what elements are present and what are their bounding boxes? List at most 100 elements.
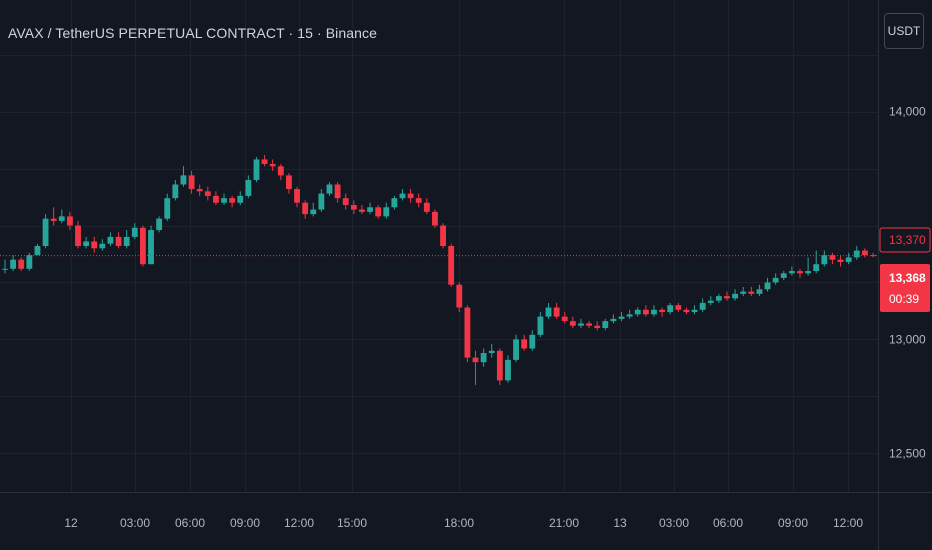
candle bbox=[496, 348, 503, 385]
candle-body bbox=[845, 257, 852, 262]
candle-body bbox=[488, 350, 495, 354]
candle-body bbox=[634, 309, 641, 315]
price-tick-label: 12,500 bbox=[889, 446, 926, 460]
candle bbox=[294, 186, 300, 208]
candle-body bbox=[772, 277, 779, 283]
candle bbox=[853, 246, 860, 260]
candle bbox=[318, 189, 325, 212]
time-tick-label: 06:00 bbox=[713, 516, 743, 530]
candle-body bbox=[318, 193, 325, 210]
time-tick-label: 18:00 bbox=[444, 516, 474, 530]
candle bbox=[407, 189, 414, 203]
candle-body bbox=[602, 321, 609, 328]
candle bbox=[691, 305, 698, 315]
candle bbox=[553, 302, 560, 319]
candle-body bbox=[286, 175, 292, 190]
candle-body bbox=[2, 268, 8, 270]
candle bbox=[66, 211, 73, 231]
time-tick-label: 13 bbox=[613, 516, 627, 530]
candle-body bbox=[156, 218, 163, 231]
candle bbox=[675, 302, 682, 313]
candle-body bbox=[164, 198, 171, 219]
candle bbox=[350, 200, 357, 215]
candle-body bbox=[626, 314, 633, 317]
candle bbox=[797, 268, 803, 278]
candle bbox=[488, 343, 495, 358]
candle bbox=[75, 220, 81, 249]
candle bbox=[50, 207, 57, 226]
candle bbox=[667, 302, 674, 315]
candle bbox=[342, 193, 349, 210]
candle bbox=[513, 334, 519, 363]
candle-body bbox=[764, 282, 771, 290]
candle bbox=[537, 312, 544, 338]
candle bbox=[423, 198, 430, 215]
candle bbox=[229, 195, 236, 208]
candle-body bbox=[310, 209, 317, 215]
candle bbox=[253, 157, 260, 183]
candle-body bbox=[261, 159, 268, 164]
candle-body bbox=[561, 316, 568, 322]
candle bbox=[740, 287, 747, 297]
time-tick-label: 12:00 bbox=[284, 516, 314, 530]
candle-body bbox=[399, 193, 406, 199]
candle-body bbox=[553, 307, 560, 317]
time-tick-label: 09:00 bbox=[778, 516, 808, 530]
candle bbox=[529, 330, 536, 351]
candle bbox=[34, 243, 41, 256]
candle-body bbox=[75, 225, 81, 246]
candle bbox=[578, 318, 584, 328]
candle-body bbox=[805, 271, 812, 274]
candle bbox=[107, 232, 114, 246]
candle-body bbox=[780, 273, 787, 278]
candle-body bbox=[464, 307, 471, 358]
time-tick-label: 06:00 bbox=[175, 516, 205, 530]
candle bbox=[586, 321, 592, 328]
candle bbox=[764, 277, 771, 292]
candle-body bbox=[456, 284, 463, 308]
candle bbox=[188, 170, 195, 194]
candle-body bbox=[659, 309, 666, 313]
candle bbox=[415, 193, 422, 208]
candle-body bbox=[107, 236, 114, 244]
candle bbox=[521, 334, 528, 351]
candle bbox=[261, 154, 268, 167]
candle-body bbox=[667, 305, 674, 313]
candle-body bbox=[496, 350, 503, 381]
candle bbox=[448, 243, 455, 287]
candle-body bbox=[448, 246, 455, 285]
candle-body bbox=[415, 198, 422, 203]
candle-body bbox=[212, 195, 219, 203]
candle bbox=[707, 296, 714, 306]
candle-body bbox=[131, 227, 138, 237]
candle bbox=[391, 195, 398, 210]
candle bbox=[367, 202, 373, 215]
candle bbox=[196, 184, 203, 196]
candle-body bbox=[83, 241, 90, 246]
grid-layer bbox=[0, 0, 878, 492]
candle bbox=[602, 318, 609, 331]
candle bbox=[237, 191, 244, 205]
candle-body bbox=[675, 305, 682, 310]
candle bbox=[618, 312, 625, 322]
candle bbox=[277, 164, 284, 180]
candle-body bbox=[618, 316, 625, 319]
candle-body bbox=[748, 291, 755, 294]
candle-body bbox=[245, 179, 252, 196]
candle bbox=[269, 159, 276, 171]
candle-body bbox=[594, 325, 601, 328]
candle-body bbox=[375, 207, 382, 217]
candle bbox=[642, 305, 649, 317]
candle bbox=[505, 355, 511, 383]
candle bbox=[545, 302, 552, 319]
candle-body bbox=[302, 202, 309, 215]
candle-body bbox=[148, 230, 154, 265]
candle-body bbox=[423, 202, 430, 212]
currency-button[interactable]: USDT bbox=[884, 13, 924, 49]
candle-body bbox=[788, 271, 795, 274]
candle-body bbox=[513, 339, 519, 360]
candle bbox=[732, 289, 739, 301]
candle bbox=[788, 266, 795, 276]
